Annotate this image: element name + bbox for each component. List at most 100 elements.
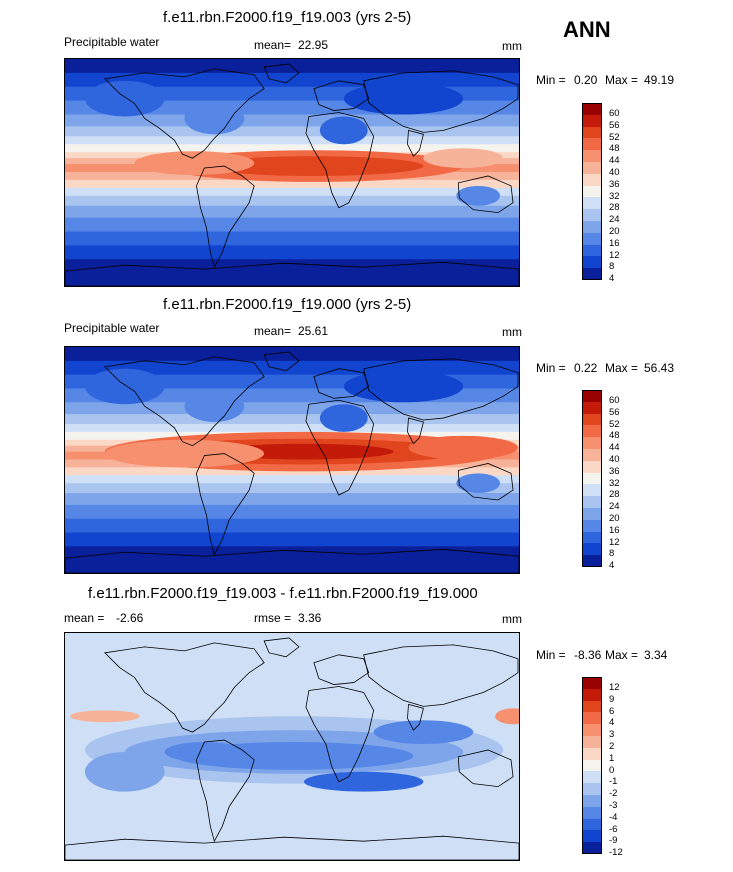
panel1-variable-label: Precipitable water [64, 35, 160, 49]
colorbar-label: 28 [609, 489, 620, 501]
colorbar-swatch [582, 555, 602, 567]
field-blob [104, 439, 265, 468]
colorbar-label: 44 [609, 442, 620, 454]
colorbar-swatch [582, 519, 602, 532]
colorbar-label: 52 [609, 131, 620, 143]
field-band [65, 231, 519, 246]
coastline [196, 453, 255, 556]
panel1-map [64, 58, 520, 287]
colorbar-swatch [582, 830, 602, 843]
colorbar-label: 56 [609, 119, 620, 131]
panel1-min-label: Min = [536, 73, 566, 87]
field-blob [319, 116, 368, 145]
field-band [65, 217, 519, 232]
colorbar-label: 36 [609, 178, 620, 190]
colorbar-label: 12 [609, 682, 620, 693]
panel2-mean-label: mean= [254, 324, 292, 338]
colorbar-label: 20 [609, 226, 620, 237]
field-blob [408, 435, 519, 460]
colorbar-swatch [582, 736, 602, 748]
coastline [263, 637, 300, 658]
colorbar-label: 32 [609, 477, 620, 489]
field-blob [343, 370, 464, 403]
colorbar-label: 0 [609, 764, 615, 776]
field-blob [134, 151, 255, 175]
field-band [65, 475, 519, 484]
field-blob [495, 708, 519, 725]
panel1-units: mm [502, 39, 522, 53]
colorbar-swatch [582, 724, 602, 736]
colorbar-label: 56 [609, 406, 620, 418]
field-band [65, 245, 519, 260]
coastline [263, 351, 300, 372]
colorbar-label: 12 [609, 249, 620, 261]
field-band [65, 402, 519, 415]
coastline [457, 749, 514, 788]
coastline [103, 356, 265, 447]
panel2-title: f.e11.rbn.F2000.f19_f19.000 (yrs 2-5) [163, 296, 412, 313]
field-blob [204, 156, 424, 176]
panel1-max-label: Max = [605, 73, 639, 87]
colorbar-swatch [582, 543, 602, 556]
colorbar-label: 20 [609, 513, 620, 524]
colorbar-swatch [582, 747, 602, 760]
colorbar-swatch [582, 401, 602, 414]
panel3-rmse-label: rmse = [254, 611, 292, 625]
colorbar-label: 4 [609, 273, 615, 285]
colorbar-swatch [582, 508, 602, 520]
colorbar-label: -1 [609, 776, 618, 788]
colorbar-label: 24 [609, 214, 620, 226]
panel3-rmse-value: 3.36 [298, 611, 322, 625]
field-band [65, 179, 519, 189]
coastline [363, 358, 519, 421]
colorbar-swatch [582, 425, 602, 438]
colorbar-swatch [582, 150, 602, 162]
colorbar-label: 1 [609, 752, 615, 764]
colorbar-label: 3 [609, 729, 615, 741]
colorbar-swatch [582, 449, 602, 461]
field-blob [456, 185, 501, 206]
colorbar-swatch [582, 221, 602, 233]
colorbar-swatch [582, 256, 602, 269]
colorbar-swatch [582, 103, 602, 115]
season-label: ANN [563, 17, 611, 42]
field-blob [343, 82, 464, 115]
field-blob [319, 404, 368, 432]
coastline [407, 703, 424, 731]
colorbar-swatch [582, 268, 602, 280]
colorbar-swatch [582, 162, 602, 174]
colorbar-label: 9 [609, 693, 615, 705]
colorbar-swatch [582, 390, 602, 402]
colorbar-swatch [582, 688, 602, 701]
field-blob [69, 710, 140, 723]
colorbar-swatch [582, 185, 602, 198]
field-blob [423, 148, 504, 169]
colorbar-swatch [582, 232, 602, 245]
colorbar-label: 48 [609, 143, 620, 155]
colorbar-swatch [582, 460, 602, 473]
field-band [65, 483, 519, 494]
panel3-max-label: Max = [605, 648, 639, 662]
coastline [65, 548, 519, 573]
colorbar-label: 40 [609, 454, 620, 465]
panel3-units: mm [502, 612, 522, 626]
colorbar-label: 4 [609, 717, 615, 729]
map-field [65, 59, 519, 286]
colorbar-swatch [582, 700, 602, 713]
field-band [65, 136, 519, 145]
colorbar-label: 28 [609, 202, 620, 214]
coastline [196, 165, 255, 269]
coastline [457, 175, 514, 214]
colorbar-label: 8 [609, 548, 615, 560]
field-blob [303, 660, 384, 685]
panel3-title: f.e11.rbn.F2000.f19_f19.003 - f.e11.rbn.… [88, 585, 478, 602]
coastline [305, 686, 375, 783]
field-blob [84, 80, 165, 117]
panel2-variable-label: Precipitable water [64, 321, 160, 335]
field-band [65, 504, 519, 520]
panel2-map [64, 346, 520, 574]
colorbar-swatch [582, 496, 602, 508]
coastline [263, 63, 300, 84]
colorbar-swatch [582, 531, 602, 544]
field-blob [124, 658, 245, 687]
